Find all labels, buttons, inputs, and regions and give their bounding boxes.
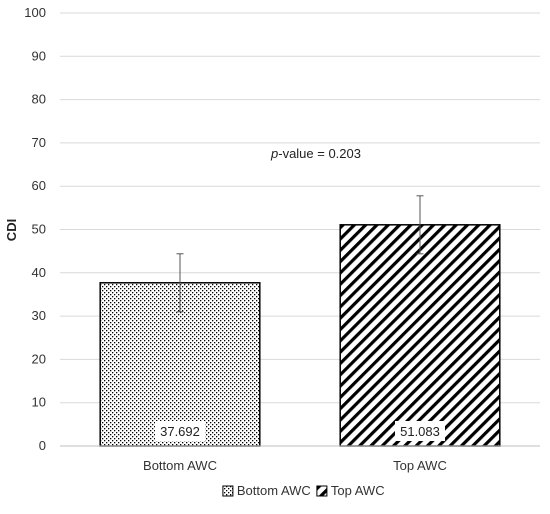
value-label-box xyxy=(395,421,445,441)
bar-value-labels: 37.692 51.083 xyxy=(155,421,445,441)
category-label: Top AWC xyxy=(393,458,447,473)
legend-swatch xyxy=(316,485,328,497)
p-value-text: -value = 0.203 xyxy=(278,146,361,161)
y-tick-label: 80 xyxy=(32,92,46,107)
value-label: 37.692 xyxy=(160,424,200,439)
y-tick-label: 90 xyxy=(32,48,46,63)
legend-swatch xyxy=(222,485,234,497)
category-labels: Bottom AWC Top AWC xyxy=(143,458,447,473)
y-axis-ticks: 0 10 20 30 40 50 60 70 80 90 100 xyxy=(24,5,46,453)
value-label: 51.083 xyxy=(400,424,440,439)
bars xyxy=(99,224,501,447)
y-tick-label: 60 xyxy=(32,178,46,193)
legend: Bottom AWC Top AWC xyxy=(222,483,385,498)
legend-label: Top AWC xyxy=(331,483,385,498)
y-tick-label: 40 xyxy=(32,265,46,280)
value-label-box xyxy=(155,421,205,441)
p-value-annotation: p-value = 0.203 xyxy=(270,146,361,161)
y-tick-label: 50 xyxy=(32,222,46,237)
y-tick-label: 30 xyxy=(32,308,46,323)
category-label: Bottom AWC xyxy=(143,458,217,473)
y-axis-title: CDI xyxy=(4,219,19,241)
legend-label: Bottom AWC xyxy=(237,483,311,498)
y-tick-label: 100 xyxy=(24,5,46,20)
error-bars xyxy=(176,195,424,313)
p-value-italic: p xyxy=(270,146,278,161)
y-tick-label: 10 xyxy=(32,395,46,410)
bar-top-awc xyxy=(339,224,501,447)
y-tick-label: 0 xyxy=(39,438,46,453)
y-tick-label: 20 xyxy=(32,351,46,366)
y-tick-label: 70 xyxy=(32,135,46,150)
